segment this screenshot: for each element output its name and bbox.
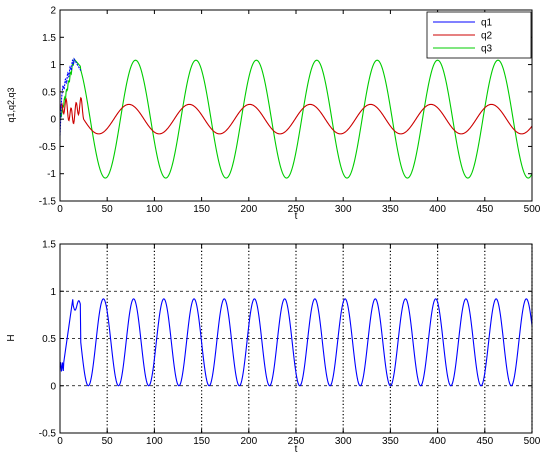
bottom-xtick-label: 450 — [476, 436, 493, 447]
series-q1-line — [59, 57, 82, 136]
top-xtick-label: 150 — [193, 204, 210, 215]
top-ytick-label: -1.5 — [39, 197, 57, 208]
top-xtick-label: 0 — [57, 204, 63, 215]
bottom-ytick-label: 1 — [50, 287, 56, 298]
bottom-ytick-label: 1.5 — [42, 240, 56, 251]
series-q3-line — [59, 57, 533, 179]
bottom-xtick-label: 300 — [335, 436, 352, 447]
bottom-plot: 0 50 100 150 200 250 300 350 400 450 500-0.500.511… — [6, 240, 541, 456]
top-plot: 0 50 100 150 200 250 300 350 400 450 500 -1.5 -1 -0.5… — [6, 6, 541, 223]
bottom-xtick-label: 150 — [193, 436, 210, 447]
top-plot-ylabel: q1,q2,q3 — [6, 87, 16, 122]
bottom-plot-xlabel: t — [295, 444, 298, 455]
top-ytick-label: -1 — [47, 169, 56, 180]
top-ytick-label: 0 — [50, 115, 56, 126]
top-ytick-label: 1 — [50, 60, 56, 71]
bottom-ytick-label: 0 — [50, 381, 56, 392]
bottom-xtick-label: 200 — [240, 436, 257, 447]
bottom-ytick-label: 0.5 — [42, 334, 56, 345]
top-xtick-label: 450 — [476, 204, 493, 215]
legend: q1 q2 q3 — [426, 11, 532, 59]
bottom-xtick-label: 400 — [429, 436, 446, 447]
legend-label-q2: q2 — [481, 31, 493, 42]
bottom-xtick-label: 350 — [382, 436, 399, 447]
top-ytick-label: 2 — [50, 6, 56, 17]
bottom-ytick-label: -0.5 — [39, 429, 57, 440]
top-xtick-label: 350 — [382, 204, 399, 215]
series-q2-line — [59, 96, 533, 135]
top-xtick-label: 200 — [240, 204, 257, 215]
bottom-xtick-label: 0 — [57, 436, 63, 447]
series-H-line — [59, 298, 533, 387]
top-ytick-label: 1.5 — [42, 33, 56, 44]
bottom-plot-ticks: 0 50 100 150 200 250 300 350 400 450 500-0.500.511… — [39, 240, 541, 448]
bottom-xtick-label: 500 — [524, 436, 541, 447]
bottom-plot-series — [59, 298, 533, 387]
bottom-plot-grid — [60, 244, 533, 433]
legend-label-q3: q3 — [481, 44, 493, 55]
top-ytick-label: -0.5 — [39, 142, 57, 153]
bottom-xtick-label: 100 — [146, 436, 163, 447]
bottom-plot-ylabel: H — [6, 334, 17, 341]
top-xtick-label: 400 — [429, 204, 446, 215]
top-xtick-label: 100 — [146, 204, 163, 215]
bottom-xtick-label: 250 — [288, 436, 305, 447]
top-xtick-label: 250 — [288, 204, 305, 215]
top-xtick-label: 300 — [335, 204, 352, 215]
top-ytick-label: 0.5 — [42, 87, 56, 98]
top-xtick-label: 500 — [524, 204, 541, 215]
top-plot-xlabel: t — [295, 211, 298, 222]
bottom-xtick-label: 50 — [102, 436, 114, 447]
top-xtick-label: 50 — [102, 204, 114, 215]
top-plot-series — [59, 57, 533, 179]
legend-label-q1: q1 — [481, 18, 493, 29]
